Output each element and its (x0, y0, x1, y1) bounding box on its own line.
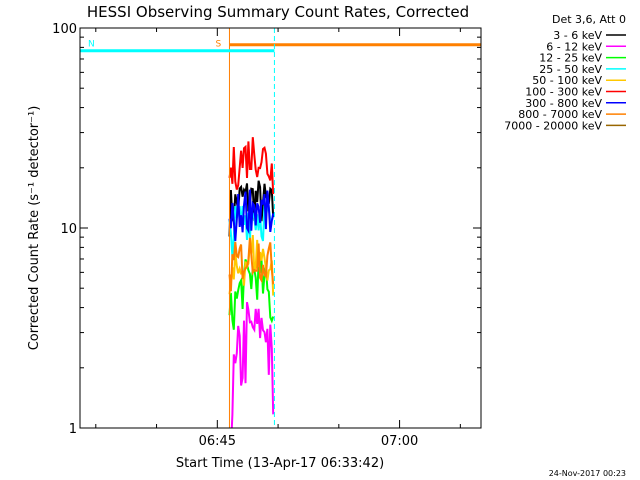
chart-title: HESSI Observing Summary Count Rates, Cor… (87, 3, 469, 21)
legend-label-6-12-kev: 6 - 12 keV (546, 40, 602, 53)
y-tick-label: 100 (52, 22, 77, 37)
flag-label-saa: S (215, 40, 221, 50)
legend-label-100-300-kev: 100 - 300 keV (525, 86, 602, 99)
legend-label-3-6-kev: 3 - 6 keV (553, 29, 602, 42)
legend-label-12-25-kev: 12 - 25 keV (539, 52, 602, 65)
legend-title: Det 3,6, Att 0 (552, 13, 626, 26)
legend-label-800-7000-kev: 800 - 7000 keV (518, 108, 602, 121)
legend-label-300-800-kev: 300 - 800 keV (525, 97, 602, 110)
y-axis-label: Corrected Count Rate (s⁻¹ detector⁻¹) (27, 106, 42, 351)
series-line-100-300-kev-segment-1 (228, 137, 275, 195)
axes: 06:45 07:00 1 10 100 (52, 22, 481, 449)
legend-label-25-50-kev: 25 - 50 keV (539, 63, 602, 76)
y-tick-label: 1 (69, 422, 77, 437)
series-line-800-7000-kev-segment-1 (228, 237, 275, 292)
series-line-6-12-kev-segment-1 (230, 302, 275, 428)
legend-label-7000-20000-kev: 7000 - 20000 keV (504, 119, 602, 132)
series-line-300-800-kev-segment-1 (228, 189, 275, 242)
y-tick-label: 10 (60, 222, 77, 237)
x-axis-label: Start Time (13-Apr-17 06:33:42) (176, 456, 384, 471)
flag-label-night: N (88, 40, 95, 50)
x-tick-label: 07:00 (381, 434, 418, 449)
footer-timestamp: 24-Nov-2017 00:23 (549, 469, 626, 478)
legend-label-50-100-kev: 50 - 100 keV (532, 74, 602, 87)
x-tick-label: 06:45 (199, 434, 236, 449)
plot-area: SN (80, 28, 481, 428)
